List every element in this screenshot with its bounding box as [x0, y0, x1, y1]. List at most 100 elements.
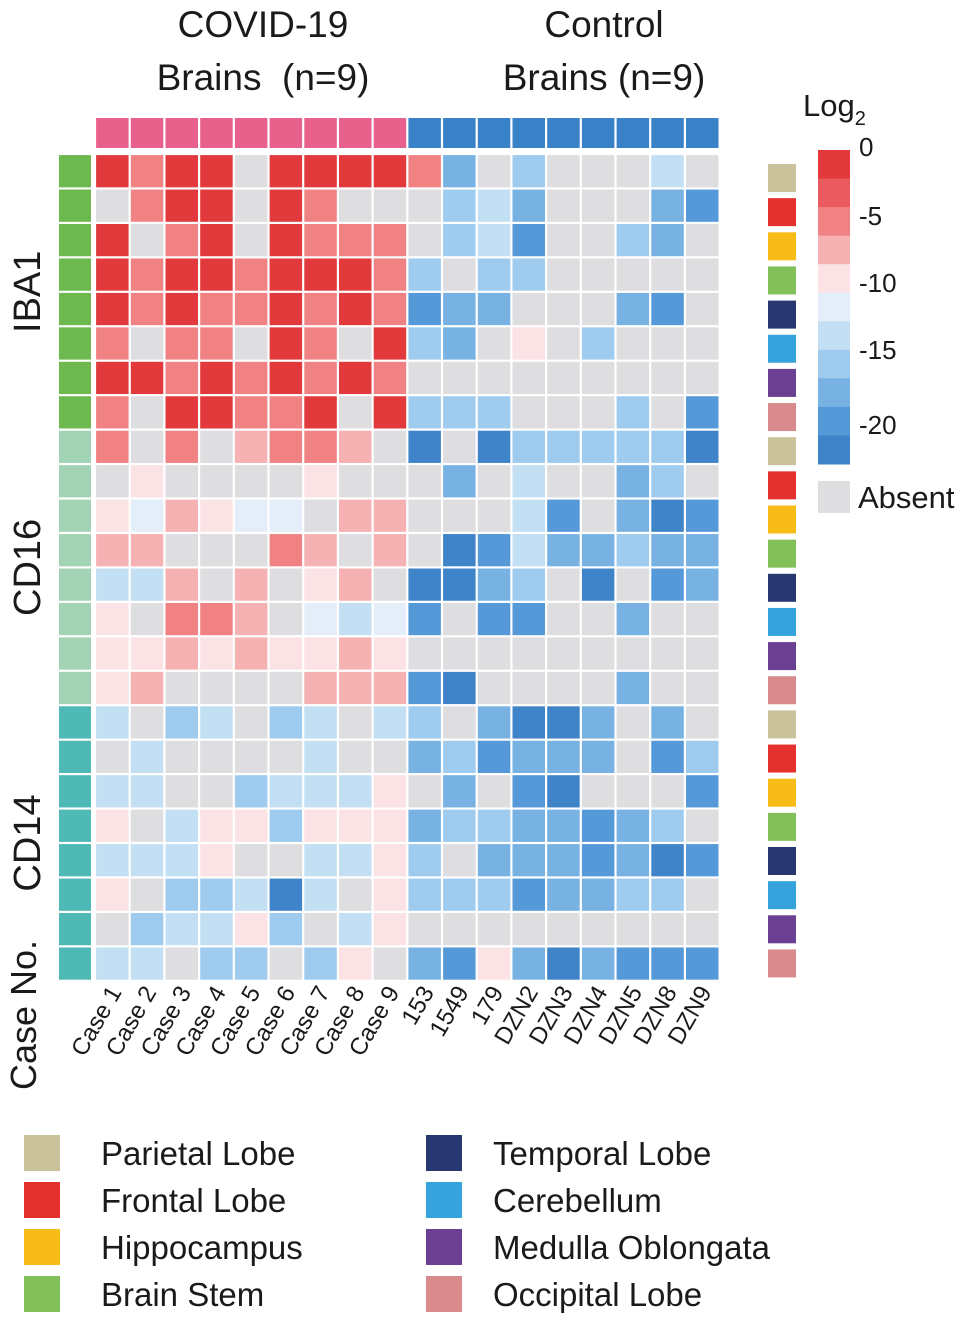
heatmap-cell	[443, 913, 476, 946]
heatmap-cell	[339, 671, 372, 705]
row-group-strip-cell	[59, 775, 91, 808]
heatmap-cell	[616, 706, 650, 739]
heatmap-cell	[651, 499, 684, 532]
region-legend-swatch	[426, 1135, 462, 1171]
region-legend-swatch	[24, 1182, 60, 1218]
heatmap-cell	[616, 155, 650, 188]
heatmap-cell	[686, 809, 719, 842]
heatmap-cell	[304, 465, 337, 498]
heatmap-cell	[304, 671, 337, 705]
heatmap-cell	[686, 637, 719, 670]
heatmap-cell	[269, 189, 303, 222]
heatmap-cell	[96, 809, 129, 842]
heatmap-cell	[269, 155, 303, 188]
heatmap-cell	[165, 602, 198, 636]
colorbar-step	[818, 406, 850, 436]
heatmap-cell	[339, 465, 372, 498]
heatmap-cell	[339, 361, 372, 395]
colorbar-step	[818, 435, 850, 465]
heatmap-cell	[547, 361, 580, 395]
heatmap-cell	[234, 189, 268, 222]
heatmap-cell	[408, 155, 441, 188]
group-bar-cell	[165, 118, 198, 148]
region-strip-cell	[768, 744, 796, 773]
heatmap-cell	[165, 396, 198, 429]
heatmap-cell	[408, 361, 441, 395]
group-bar-cell	[200, 118, 233, 148]
heatmap-cell	[443, 499, 476, 532]
heatmap-cell	[651, 155, 684, 188]
heatmap-cell	[651, 706, 684, 739]
row-group-strip-cell	[59, 361, 91, 395]
heatmap-cell	[200, 327, 233, 360]
heatmap-cell	[96, 224, 129, 257]
heatmap-cell	[408, 740, 441, 773]
heatmap-cell	[651, 947, 684, 980]
heatmap-cell	[304, 327, 337, 360]
region-legend-swatch	[426, 1276, 462, 1312]
heatmap-cell	[581, 775, 615, 808]
heatmap-cell	[512, 844, 545, 877]
row-group-strip	[59, 155, 91, 980]
heatmap-cell	[234, 430, 268, 463]
heatmap-cell	[616, 534, 650, 567]
heatmap-cell	[408, 189, 441, 222]
heatmap-cell	[512, 327, 545, 360]
heatmap-cell	[339, 947, 372, 980]
region-strip-cell	[768, 266, 796, 295]
heatmap-cell	[477, 740, 511, 773]
heatmap-cell	[96, 430, 129, 463]
heatmap-cell	[443, 602, 476, 636]
heatmap-cell	[269, 878, 303, 911]
heatmap-cell	[547, 499, 580, 532]
heatmap-cell	[616, 637, 650, 670]
heatmap-cell	[304, 637, 337, 670]
heatmap-cell	[512, 740, 545, 773]
heatmap-cell	[477, 155, 511, 188]
heatmap-cell	[512, 947, 545, 980]
heatmap-cell	[269, 740, 303, 773]
row-group-strip-cell	[59, 671, 91, 705]
colorbar-tick-label: -5	[859, 201, 882, 231]
heatmap-cell	[130, 913, 164, 946]
region-strip-cell	[768, 198, 796, 227]
heatmap-cell	[581, 706, 615, 739]
heatmap-cell	[130, 844, 164, 877]
heatmap-cell	[512, 775, 545, 808]
row-group-strip-cell	[59, 499, 91, 532]
row-group-strip-cell	[59, 637, 91, 670]
heatmap-cell	[686, 258, 719, 291]
heatmap-cell	[651, 878, 684, 911]
heatmap-cell	[616, 258, 650, 291]
heatmap-cell	[408, 844, 441, 877]
heatmap-cell	[200, 534, 233, 567]
heatmap-cell	[686, 844, 719, 877]
colorbar-steps	[818, 150, 850, 465]
heatmap-cell	[96, 775, 129, 808]
heatmap-cell	[616, 189, 650, 222]
heatmap-cell	[581, 602, 615, 636]
heatmap-cell	[269, 361, 303, 395]
heatmap-cell	[408, 913, 441, 946]
heatmap-cell	[547, 740, 580, 773]
grid-background-rect	[95, 154, 720, 981]
row-group-strip-cell	[59, 430, 91, 463]
row-group-strip-cell	[59, 602, 91, 636]
heatmap-cell	[651, 602, 684, 636]
heatmap-cell	[408, 602, 441, 636]
heatmap-cell	[581, 155, 615, 188]
heatmap-cell	[443, 292, 476, 326]
heatmap-cell	[96, 844, 129, 877]
heatmap-cell	[581, 534, 615, 567]
heatmap-cell	[443, 430, 476, 463]
heatmap-cell	[686, 430, 719, 463]
heatmap-cell	[477, 568, 511, 601]
heatmap-cell	[443, 878, 476, 911]
heatmap-cell	[686, 361, 719, 395]
heatmap-cell	[234, 706, 268, 739]
heatmap-cell	[304, 844, 337, 877]
heatmap-cell	[686, 396, 719, 429]
heatmap-cell	[686, 465, 719, 498]
heatmap-cell	[304, 878, 337, 911]
colorbar-step	[818, 378, 850, 408]
